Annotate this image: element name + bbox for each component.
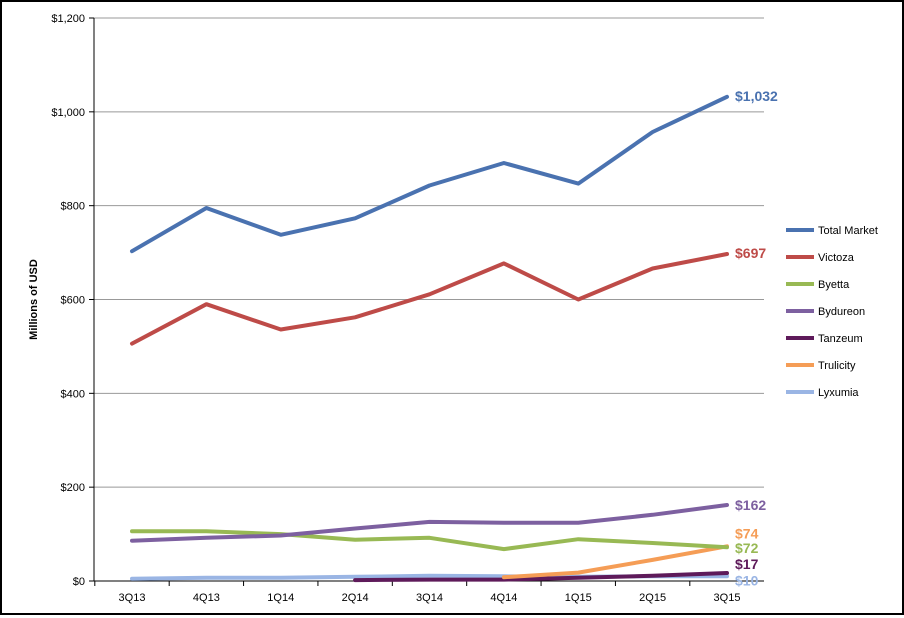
legend-item: Bydureon bbox=[786, 306, 865, 318]
y-tick-label: $200 bbox=[61, 482, 85, 494]
legend-label: Byetta bbox=[818, 279, 850, 291]
series-line-bydureon bbox=[130, 503, 729, 543]
series-line-tanzeum bbox=[353, 571, 729, 583]
x-tick-label: 3Q13 bbox=[119, 592, 146, 604]
y-tick-labels: $0 $200 $400 $600 $800 $1,000 $1,200 bbox=[51, 13, 85, 588]
end-label-tanzeum: $17 bbox=[735, 556, 759, 572]
end-label-byetta: $72 bbox=[735, 540, 759, 556]
series-line-victoza bbox=[130, 252, 729, 346]
x-tick-label: 3Q14 bbox=[416, 592, 443, 604]
x-tick-labels: 3Q13 4Q13 1Q14 2Q14 3Q14 4Q14 1Q15 2Q15 3Q15 bbox=[119, 592, 741, 604]
legend-label: Lyxumia bbox=[818, 387, 859, 399]
legend-item: Byetta bbox=[786, 279, 850, 291]
series-lines bbox=[130, 94, 729, 583]
legend-item: Trulicity bbox=[786, 360, 856, 372]
x-tick-label: 2Q15 bbox=[639, 592, 666, 604]
series-line-byetta bbox=[130, 529, 729, 552]
series-line-total-market bbox=[130, 94, 729, 254]
legend-label: Tanzeum bbox=[818, 333, 863, 345]
y-tick-label: $600 bbox=[61, 295, 85, 307]
y-tick-label: $1,200 bbox=[51, 13, 85, 25]
x-tick-label: 2Q14 bbox=[342, 592, 369, 604]
x-tick-label: 1Q15 bbox=[565, 592, 592, 604]
legend-label: Bydureon bbox=[818, 306, 865, 318]
axes bbox=[93, 18, 764, 586]
legend-label: Victoza bbox=[818, 252, 855, 264]
legend-item: Victoza bbox=[786, 252, 855, 264]
y-axis-label: Millions of USD bbox=[28, 259, 40, 340]
end-label-bydureon: $162 bbox=[735, 497, 766, 513]
legend: Total Market Victoza Byetta Bydureon Tanzeum… bbox=[786, 225, 878, 399]
x-tick-label: 4Q13 bbox=[193, 592, 220, 604]
y-tick-label: $800 bbox=[61, 201, 85, 213]
legend-item: Lyxumia bbox=[786, 387, 859, 399]
y-tick-label: $0 bbox=[73, 576, 85, 588]
gridlines bbox=[89, 17, 764, 582]
end-label-lyxumia: $10 bbox=[735, 572, 759, 588]
series-line-trulicity bbox=[501, 544, 729, 580]
x-tick-label: 1Q14 bbox=[267, 592, 294, 604]
x-tick-label: 3Q15 bbox=[714, 592, 741, 604]
y-tick-label: $1,000 bbox=[51, 107, 85, 119]
end-labels: $1,032 $697 $72 $162 $17 $74 $10 bbox=[735, 88, 778, 588]
legend-item: Tanzeum bbox=[786, 333, 863, 345]
end-label-trulicity: $74 bbox=[735, 525, 759, 541]
legend-label: Total Market bbox=[818, 225, 878, 237]
x-tick-label: 4Q14 bbox=[490, 592, 517, 604]
end-label-total-market: $1,032 bbox=[735, 88, 778, 104]
legend-label: Trulicity bbox=[818, 360, 856, 372]
end-label-victoza: $697 bbox=[735, 245, 766, 261]
legend-item: Total Market bbox=[786, 225, 878, 237]
y-tick-label: $400 bbox=[61, 388, 85, 400]
